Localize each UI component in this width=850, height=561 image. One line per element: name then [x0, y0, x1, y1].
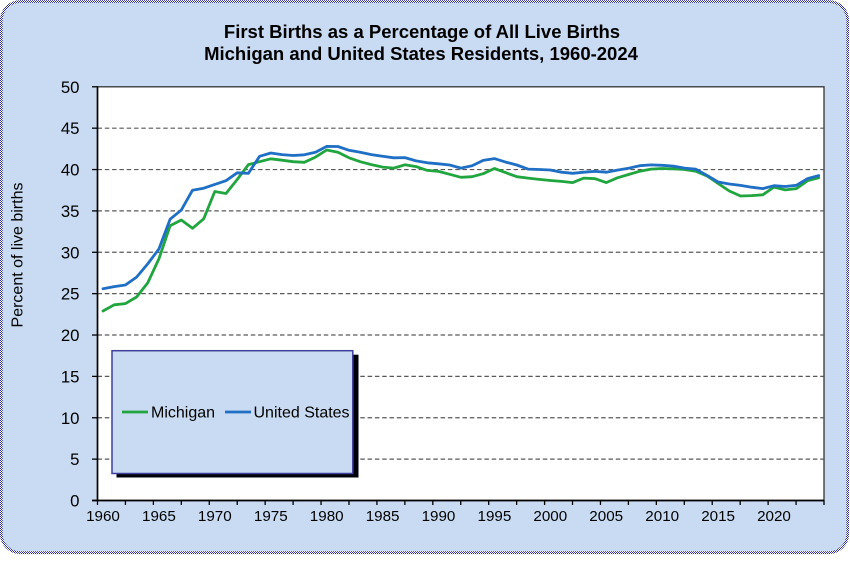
- svg-text:1990: 1990: [422, 508, 456, 525]
- svg-text:1985: 1985: [366, 508, 400, 525]
- svg-text:40: 40: [61, 161, 80, 180]
- svg-text:50: 50: [61, 78, 80, 97]
- svg-text:45: 45: [61, 119, 80, 138]
- svg-text:First Births as a Percentage o: First Births as a Percentage of All Live…: [224, 21, 620, 42]
- svg-text:10: 10: [61, 409, 80, 428]
- svg-text:2005: 2005: [589, 508, 623, 525]
- svg-text:2000: 2000: [533, 508, 567, 525]
- svg-text:United States: United States: [254, 405, 350, 422]
- svg-text:35: 35: [61, 202, 80, 221]
- svg-text:15: 15: [61, 367, 80, 386]
- svg-text:0: 0: [70, 492, 79, 511]
- svg-text:1965: 1965: [142, 508, 176, 525]
- svg-text:1980: 1980: [310, 508, 344, 525]
- svg-text:2015: 2015: [701, 508, 735, 525]
- svg-text:5: 5: [70, 450, 79, 469]
- svg-text:Michigan and United States Res: Michigan and United States Residents, 19…: [204, 43, 639, 64]
- svg-text:1960: 1960: [86, 508, 120, 525]
- svg-text:1975: 1975: [254, 508, 288, 525]
- svg-text:2020: 2020: [757, 508, 791, 525]
- svg-text:Michigan: Michigan: [151, 405, 215, 422]
- svg-text:1995: 1995: [478, 508, 512, 525]
- svg-text:20: 20: [61, 326, 80, 345]
- svg-text:2010: 2010: [645, 508, 679, 525]
- svg-text:Percent of live births: Percent of live births: [10, 183, 27, 328]
- svg-text:25: 25: [61, 285, 80, 304]
- svg-text:1970: 1970: [198, 508, 232, 525]
- svg-text:30: 30: [61, 243, 80, 262]
